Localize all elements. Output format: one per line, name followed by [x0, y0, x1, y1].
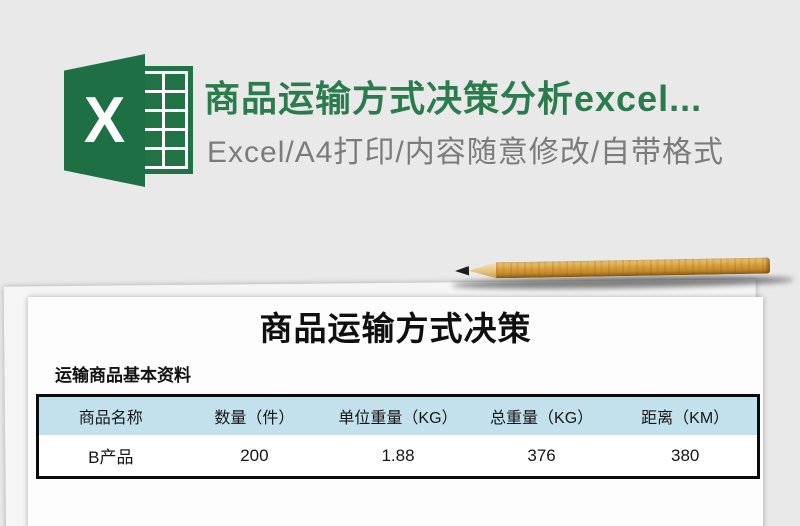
pencil-tip — [455, 263, 469, 279]
excel-spreadsheet-icon — [134, 66, 193, 174]
cell-total-weight: 376 — [527, 445, 556, 465]
excel-logo-icon: X — [64, 54, 195, 187]
header-cell-total-weight: 总重量（KG） — [490, 410, 594, 427]
excel-x-panel: X — [64, 54, 145, 187]
table-header-row: 商品名称 数量（件） 单位重量（KG） 总重量（KG） 距离（KM） — [39, 397, 757, 435]
logo-letter: X — [83, 83, 126, 157]
header-cell-product-name: 商品名称 — [78, 410, 143, 427]
pencil-sharpened-cone — [469, 262, 496, 278]
table-row: B产品 200 1.88 376 380 — [39, 435, 757, 476]
section-label: 运输商品基本资料 — [55, 366, 191, 385]
data-table: 商品名称 数量（件） 单位重量（KG） 总重量（KG） 距离（KM） B产品 2… — [36, 394, 760, 479]
paper-sheet: 商品运输方式决策 运输商品基本资料 商品名称 数量（件） 单位重量（KG） 总重… — [28, 297, 763, 526]
product-title: 商品运输方式决策分析excel... — [204, 78, 703, 119]
pencil-body — [495, 257, 771, 279]
header-cell-unit-weight: 单位重量（KG） — [338, 410, 458, 427]
header-cell-distance: 距离（KM） — [641, 410, 730, 427]
product-subtitle: Excel/A4打印/内容随意修改/自带格式 — [207, 136, 725, 169]
cell-product-name: B产品 — [88, 448, 134, 467]
sheet-title: 商品运输方式决策 — [259, 310, 532, 347]
cell-quantity: 200 — [240, 445, 269, 465]
cell-distance: 380 — [670, 445, 700, 465]
header-cell-quantity: 数量（件） — [214, 410, 295, 427]
cell-unit-weight: 1.88 — [381, 445, 415, 465]
